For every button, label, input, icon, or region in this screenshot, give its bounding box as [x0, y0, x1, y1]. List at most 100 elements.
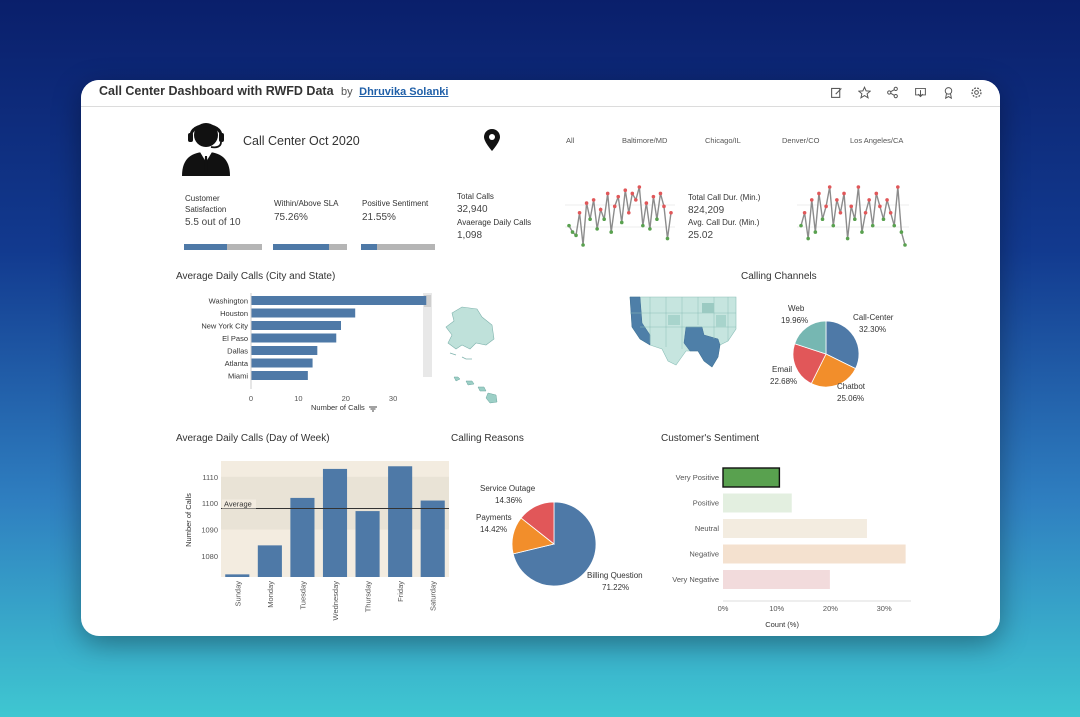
- sparkline-point: [648, 227, 652, 231]
- sparkline-line: [568, 186, 672, 246]
- settings-icon[interactable]: [968, 84, 984, 100]
- weekday-bar: [388, 466, 413, 577]
- channel-slice: [810, 353, 857, 388]
- sentiment-chart-title: Customer's Sentiment: [661, 433, 760, 444]
- total-calls-value: 32,940: [457, 204, 488, 215]
- city-bar: [251, 308, 356, 318]
- channels-pie-chart[interactable]: [791, 319, 861, 389]
- total-duration-value: 824,209: [688, 205, 725, 216]
- weekday-day-label: Wednesday: [331, 581, 340, 621]
- sentiment-label: Negative: [689, 550, 719, 559]
- channel-callcenter-pct: 32.30%: [859, 325, 887, 334]
- sparkline-point: [630, 191, 635, 196]
- weekday-bar: [290, 497, 315, 577]
- sparkline-point: [799, 223, 803, 228]
- weekday-bar: [355, 511, 380, 577]
- reason-slice: [520, 501, 555, 545]
- city-label: Miami: [228, 372, 248, 381]
- sparkline-point: [637, 185, 642, 189]
- award-icon[interactable]: [940, 84, 956, 100]
- weekday-day-label: Tuesday: [298, 581, 307, 610]
- sparkline-point: [567, 223, 571, 228]
- sparkline-point: [626, 210, 631, 215]
- sparkline-point: [903, 243, 907, 247]
- alaska-hawaii-map[interactable]: [442, 305, 502, 405]
- total-duration-label: Total Call Dur. (Min.): [688, 193, 761, 202]
- sparkline-point: [863, 210, 868, 215]
- filter-denver[interactable]: Denver/CO: [782, 136, 820, 145]
- sentiment-bar: [722, 467, 781, 488]
- sparkline-point: [896, 185, 900, 189]
- sparkline-point: [820, 217, 825, 222]
- reason-outage-name: Service Outage: [480, 484, 536, 493]
- sparkline-point: [817, 191, 821, 196]
- city-bar: [251, 321, 341, 330]
- weekday-day-label: Thursday: [364, 581, 373, 613]
- sparkline-point: [577, 210, 582, 215]
- sparkline-point: [616, 194, 621, 199]
- sla-label: Within/Above SLA: [274, 199, 339, 208]
- dashboard-content: Call Center Oct 2020 All Baltimore/MD Ch…: [81, 107, 1000, 636]
- sparkline-point: [662, 204, 666, 209]
- sentiment-tick-label: 10%: [769, 604, 784, 613]
- sla-value: 75.26%: [274, 212, 308, 223]
- avg-duration-value: 25.02: [688, 230, 714, 241]
- sparkline-point: [831, 223, 836, 228]
- sparkline-point: [899, 230, 904, 234]
- total-calls-label: Total Calls: [457, 192, 494, 201]
- sparkline-point: [813, 230, 818, 234]
- sparkline-point: [588, 217, 592, 222]
- weekday-bar: [420, 500, 445, 577]
- filter-los-angeles[interactable]: Los Angeles/CA: [850, 136, 904, 145]
- dashboard-title: Call Center Dashboard with RWFD Data: [99, 84, 334, 98]
- star-icon[interactable]: [856, 84, 872, 100]
- sentiment-label: Neutral: [695, 524, 720, 533]
- share-icon[interactable]: [884, 84, 900, 100]
- sentiment-bar-chart: Very Positive Positive Neutral Negative Very…: [672, 467, 911, 629]
- map-pin-icon[interactable]: [484, 129, 500, 151]
- reason-payments-name: Payments: [476, 513, 512, 522]
- edit-icon[interactable]: [828, 84, 844, 100]
- sparkline-point: [644, 201, 649, 205]
- author-link[interactable]: Dhruvika Solanki: [359, 86, 449, 98]
- calls-sparkline: [565, 185, 675, 247]
- sparkline-line: [800, 186, 906, 246]
- sparkline-point: [634, 198, 638, 202]
- sentiment-label: Very Negative: [672, 575, 719, 584]
- sparkline-point: [806, 236, 810, 241]
- sparkline-point: [881, 217, 886, 222]
- sentiment-progress-fill: [361, 244, 377, 250]
- sla-progress-bar: [273, 244, 347, 250]
- sentiment-label: Positive: [693, 499, 719, 508]
- city-bar-chart: Washington Houston New York City El Paso Dal…: [201, 293, 432, 403]
- city-chart-xlabel-text: Number of Calls: [311, 403, 365, 412]
- reason-billing-pct: 71.22%: [602, 583, 630, 592]
- weekday-bar: [257, 545, 282, 577]
- city-label: Atlanta: [225, 359, 249, 368]
- sparkline-point: [609, 230, 614, 234]
- weekday-day-label: Friday: [396, 581, 405, 602]
- sort-icon[interactable]: [368, 405, 377, 412]
- channel-callcenter-name: Call-Center: [853, 313, 894, 322]
- city-tick-label: 30: [389, 394, 397, 403]
- sparkline-point: [584, 201, 589, 205]
- city-chart-scrollbar: [423, 293, 432, 377]
- sentiment-label: Positive Sentiment: [362, 199, 429, 208]
- sparkline-point: [835, 198, 839, 202]
- weekday-tick-label: 1100: [202, 499, 218, 508]
- filter-chicago[interactable]: Chicago/IL: [705, 136, 741, 145]
- us-states-map[interactable]: [628, 295, 738, 375]
- filter-baltimore[interactable]: Baltimore/MD: [622, 136, 668, 145]
- sparkline-point: [892, 223, 897, 228]
- download-icon[interactable]: [912, 84, 928, 100]
- filter-all[interactable]: All: [566, 136, 575, 145]
- reasons-pie-chart[interactable]: [511, 501, 597, 587]
- city-label: New York City: [201, 322, 248, 331]
- dashboard-window: Call Center Dashboard with RWFD Data by …: [81, 80, 1000, 636]
- weekday-tick-label: 1110: [202, 473, 218, 482]
- toolbar-icons: [828, 84, 984, 100]
- sparkline-point: [612, 204, 617, 209]
- sparkline-point: [641, 223, 645, 228]
- agent-avatar-icon: [180, 116, 232, 176]
- reason-billing-name: Billing Question: [587, 571, 643, 580]
